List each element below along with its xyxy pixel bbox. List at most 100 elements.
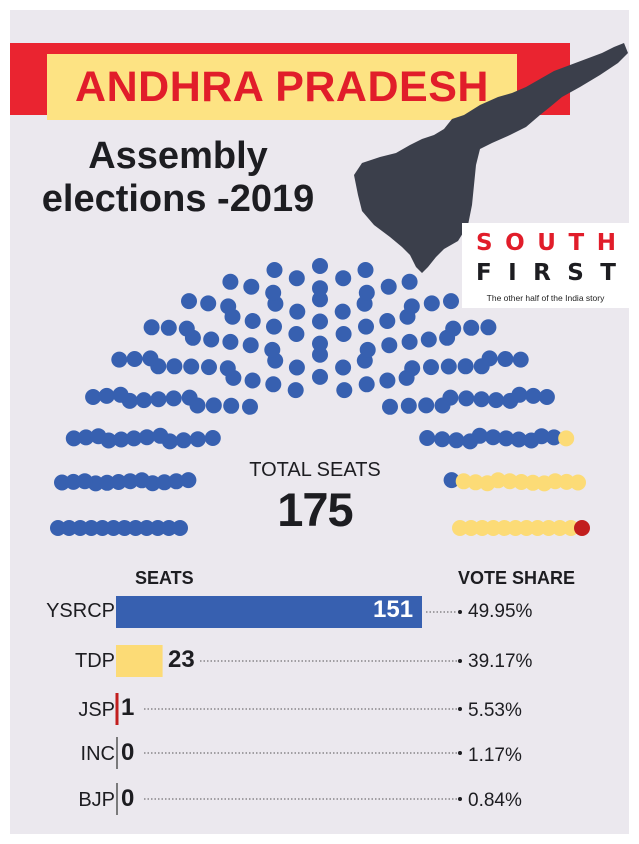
seat-dot-ysrcp <box>54 474 70 491</box>
leader-dot-ysrcp <box>458 610 462 614</box>
party-label-tdp: TDP <box>75 650 115 672</box>
parliament-seat-chart <box>50 258 590 536</box>
seat-dot-ysrcp <box>335 359 352 376</box>
logo-south-letter: O <box>505 230 525 256</box>
seat-dot-ysrcp <box>78 429 94 446</box>
seat-dot-ysrcp <box>265 376 282 393</box>
seat-dot-ysrcp <box>138 520 155 536</box>
total-seats-value: 175 <box>277 483 353 536</box>
seat-dot-ysrcp <box>423 295 440 312</box>
seat-value-bjp: 0 <box>121 785 135 812</box>
seat-dot-ysrcp <box>142 350 159 367</box>
seat-dot-ysrcp <box>288 359 305 376</box>
vote-share-bjp: 0.84% <box>468 790 522 811</box>
seat-dot-tdp <box>551 520 568 536</box>
seat-dot-ysrcp <box>335 326 352 342</box>
seat-dot-tdp <box>490 472 507 489</box>
party-label-jsp: JSP <box>78 699 115 721</box>
chart-subtitle: Assembly elections -2019 <box>28 135 328 221</box>
seat-dot-tdp <box>474 520 491 536</box>
seat-dot-ysrcp <box>160 520 177 536</box>
seat-dot-ysrcp <box>357 262 374 278</box>
seat-dot-ysrcp <box>83 520 100 536</box>
seat-dot-tdp <box>463 520 480 536</box>
seat-dot-ysrcp <box>312 280 328 297</box>
seat-dot-ysrcp <box>358 376 375 393</box>
seat-dot-ysrcp <box>72 520 89 536</box>
seat-dot-ysrcp <box>359 341 376 358</box>
seat-dot-ysrcp <box>133 472 150 489</box>
seat-dot-ysrcp <box>379 372 396 389</box>
seat-dot-ysrcp <box>288 326 305 342</box>
seat-dot-ysrcp <box>111 351 128 368</box>
seat-dot-ysrcp <box>289 303 306 320</box>
seat-dot-ysrcp <box>266 262 283 278</box>
seat-dot-ysrcp <box>312 335 328 352</box>
seat-dot-ysrcp <box>99 474 116 491</box>
seat-dot-ysrcp <box>201 359 217 376</box>
seat-dot-ysrcp <box>335 270 352 287</box>
seat-dot-ysrcp <box>242 398 258 415</box>
seat-dot-ysrcp <box>312 313 328 330</box>
seat-dot-ysrcp <box>382 398 398 415</box>
seat-dot-ysrcp <box>485 429 502 446</box>
seat-dot-ysrcp <box>127 520 144 536</box>
vote-share-jsp: 5.53% <box>468 700 522 721</box>
seat-dot-ysrcp <box>160 319 177 336</box>
seat-dot-ysrcp <box>380 278 397 295</box>
seat-dot-ysrcp <box>420 331 437 348</box>
seat-dot-tdp <box>455 473 472 490</box>
seat-dot-ysrcp <box>401 273 418 290</box>
seat-dot-tdp <box>562 520 579 536</box>
seat-dot-jsp <box>574 520 590 536</box>
seat-dot-ysrcp <box>76 473 93 490</box>
seat-dot-ysrcp <box>404 360 421 377</box>
seat-dot-ysrcp <box>152 427 169 444</box>
seat-dot-ysrcp <box>150 391 167 408</box>
seat-dot-ysrcp <box>400 397 417 414</box>
seat-dot-ysrcp <box>125 430 142 447</box>
seat-dot-tdp <box>518 520 535 536</box>
seat-dot-ysrcp <box>497 351 514 367</box>
logo-south-letter: S <box>476 230 493 256</box>
infographic-card: ANDHRA PRADESH Assembly elections -2019 … <box>10 10 629 834</box>
seat-dot-ysrcp <box>98 387 115 404</box>
seat-dot-ysrcp <box>65 430 82 447</box>
leader-dot-inc <box>458 751 462 755</box>
seat-dot-ysrcp <box>457 358 474 375</box>
seat-dot-ysrcp <box>511 386 528 403</box>
logo-first-letter: I <box>508 260 517 286</box>
vote-share-column-header: VOTE SHARE <box>458 568 576 588</box>
seat-dot-tdp <box>529 520 546 536</box>
seat-dot-ysrcp <box>143 319 160 336</box>
seat-dot-ysrcp <box>242 337 259 354</box>
party-label-bjp: BJP <box>78 789 115 811</box>
seat-dot-ysrcp <box>265 284 282 301</box>
party-label-ysrcp: YSRCP <box>46 600 115 622</box>
seat-dot-ysrcp <box>219 360 236 377</box>
seat-dot-ysrcp <box>510 431 527 448</box>
seat-dot-tdp <box>570 474 586 491</box>
seat-dot-ysrcp <box>401 333 418 350</box>
seat-dot-ysrcp <box>443 472 460 489</box>
seat-dot-ysrcp <box>538 389 555 405</box>
seat-dot-ysrcp <box>244 372 261 389</box>
seat-dot-ysrcp <box>222 333 239 350</box>
seat-dot-ysrcp <box>443 293 459 310</box>
seat-bar-ysrcp <box>116 596 422 628</box>
seat-dot-ysrcp <box>172 520 188 536</box>
seat-dot-ysrcp <box>122 473 139 490</box>
seat-dot-ysrcp <box>488 392 505 409</box>
seat-dot-ysrcp <box>312 291 328 308</box>
seats-bar-chart <box>115 596 462 815</box>
seat-dot-ysrcp <box>312 368 328 385</box>
seat-bar-tdp <box>116 645 163 677</box>
leader-dot-tdp <box>458 659 462 663</box>
seat-dot-ysrcp <box>110 474 127 490</box>
seat-dot-ysrcp <box>183 358 200 375</box>
seat-dot-ysrcp <box>381 337 398 354</box>
seat-dot-ysrcp <box>50 520 66 536</box>
seat-dot-ysrcp <box>288 270 305 287</box>
